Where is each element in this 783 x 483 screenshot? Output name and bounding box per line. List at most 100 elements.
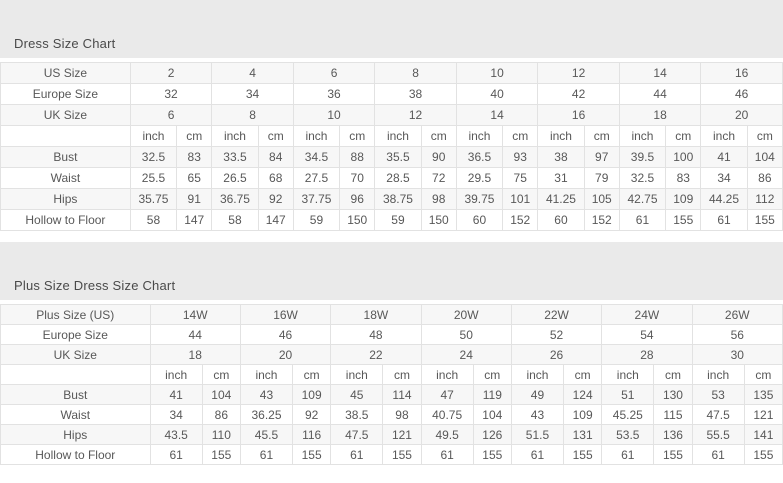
unit-cell: cm bbox=[257, 125, 294, 147]
row-label: Plus Size (US) bbox=[0, 304, 151, 325]
plus-size-chart-header: Plus Size Dress Size Chart bbox=[0, 242, 783, 300]
measurement-cell: 61 bbox=[510, 444, 565, 465]
measurement-cell: 38.5 bbox=[330, 404, 384, 425]
measurement-cell: 26.5 bbox=[211, 167, 259, 189]
size-cell: 54 bbox=[601, 324, 693, 345]
size-cell: 8 bbox=[211, 104, 294, 126]
measurement-cell: 152 bbox=[502, 209, 539, 231]
unit-cell: cm bbox=[382, 364, 422, 385]
size-cell: 16 bbox=[700, 62, 783, 84]
size-cell: 28 bbox=[601, 344, 693, 365]
table-row: Bust 32.5 83 33.5 84 34.5 88 35.5 90 36.5 93 38 97 39… bbox=[0, 146, 783, 168]
unit-cell: inch bbox=[618, 125, 667, 147]
measurement-cell: 100 bbox=[665, 146, 702, 168]
table-row: Hollow to Floor 61 155 61 155 61 155 61 155 61 155… bbox=[0, 444, 783, 465]
unit-cell: inch bbox=[420, 364, 474, 385]
measurement-cell: 47 bbox=[420, 384, 474, 405]
unit-cell: cm bbox=[339, 125, 376, 147]
measurement-cell: 72 bbox=[420, 167, 457, 189]
unit-cell: cm bbox=[583, 125, 620, 147]
table-row: US Size 2 4 6 8 10 12 14 16 bbox=[0, 62, 783, 84]
measurement-cell: 98 bbox=[382, 404, 422, 425]
measurement-cell: 104 bbox=[201, 384, 241, 405]
measurement-cell: 147 bbox=[176, 209, 213, 231]
measurement-cell: 37.75 bbox=[292, 188, 341, 210]
measurement-cell: 60 bbox=[537, 209, 585, 231]
measurement-cell: 61 bbox=[700, 209, 748, 231]
measurement-cell: 150 bbox=[339, 209, 376, 231]
measurement-cell: 155 bbox=[563, 444, 603, 465]
measurement-cell: 121 bbox=[743, 404, 783, 425]
unit-cell: cm bbox=[653, 364, 693, 385]
measurement-cell: 53 bbox=[691, 384, 745, 405]
row-label: Hollow to Floor bbox=[0, 444, 151, 465]
table-row: UK Size 6 8 10 12 14 16 18 20 bbox=[0, 104, 783, 126]
measurement-cell: 45.5 bbox=[239, 424, 294, 445]
measurement-cell: 41 bbox=[149, 384, 203, 405]
measurement-cell: 47.5 bbox=[330, 424, 384, 445]
measurement-cell: 61 bbox=[691, 444, 745, 465]
measurement-cell: 34 bbox=[700, 167, 748, 189]
unit-cell: cm bbox=[665, 125, 702, 147]
unit-cell: inch bbox=[700, 125, 748, 147]
measurement-cell: 61 bbox=[618, 209, 667, 231]
measurement-cell: 86 bbox=[746, 167, 783, 189]
measurement-cell: 39.75 bbox=[455, 188, 504, 210]
unit-cell: cm bbox=[746, 125, 783, 147]
measurement-cell: 83 bbox=[665, 167, 702, 189]
measurement-cell: 150 bbox=[420, 209, 457, 231]
plus-size-chart-title: Plus Size Dress Size Chart bbox=[14, 278, 176, 293]
row-label bbox=[0, 364, 151, 385]
row-label: Hollow to Floor bbox=[0, 209, 131, 231]
unit-cell: inch bbox=[691, 364, 745, 385]
measurement-cell: 36.25 bbox=[239, 404, 294, 425]
unit-cell: inch bbox=[292, 125, 341, 147]
row-label: US Size bbox=[0, 62, 131, 84]
size-cell: 26W bbox=[691, 304, 783, 325]
measurement-cell: 116 bbox=[292, 424, 332, 445]
row-label: UK Size bbox=[0, 344, 151, 365]
measurement-cell: 32.5 bbox=[129, 146, 178, 168]
table-row: Europe Size 32 34 36 38 40 42 44 46 bbox=[0, 83, 783, 105]
unit-cell: inch bbox=[537, 125, 585, 147]
measurement-cell: 35.5 bbox=[374, 146, 422, 168]
measurement-cell: 152 bbox=[583, 209, 620, 231]
table-row: Waist 25.5 65 26.5 68 27.5 70 28.5 72 29.5 75 31 79 3… bbox=[0, 167, 783, 189]
measurement-cell: 39.5 bbox=[618, 146, 667, 168]
row-label: UK Size bbox=[0, 104, 131, 126]
measurement-cell: 59 bbox=[374, 209, 422, 231]
measurement-cell: 42.75 bbox=[618, 188, 667, 210]
measurement-cell: 109 bbox=[665, 188, 702, 210]
table-row: Bust 41 104 43 109 45 114 47 119 49 124 51 130 53 135 bbox=[0, 384, 783, 405]
size-cell: 18 bbox=[618, 104, 702, 126]
row-label: Hips bbox=[0, 188, 131, 210]
unit-cell: cm bbox=[472, 364, 512, 385]
measurement-cell: 47.5 bbox=[691, 404, 745, 425]
measurement-cell: 110 bbox=[201, 424, 241, 445]
row-label: Waist bbox=[0, 404, 151, 425]
unit-cell: cm bbox=[743, 364, 783, 385]
measurement-cell: 83 bbox=[176, 146, 213, 168]
size-cell: 18W bbox=[330, 304, 422, 325]
row-label: Hips bbox=[0, 424, 151, 445]
measurement-cell: 61 bbox=[330, 444, 384, 465]
measurement-cell: 98 bbox=[420, 188, 457, 210]
size-cell: 32 bbox=[129, 83, 213, 105]
measurement-cell: 34.5 bbox=[292, 146, 341, 168]
measurement-cell: 34 bbox=[149, 404, 203, 425]
measurement-cell: 68 bbox=[257, 167, 294, 189]
row-label: Waist bbox=[0, 167, 131, 189]
dress-size-chart-header: Dress Size Chart bbox=[0, 0, 783, 58]
measurement-cell: 88 bbox=[339, 146, 376, 168]
size-cell: 18 bbox=[149, 344, 241, 365]
unit-cell: inch bbox=[149, 364, 203, 385]
size-cell: 20 bbox=[700, 104, 783, 126]
measurement-cell: 91 bbox=[176, 188, 213, 210]
table-row: Hips 43.5 110 45.5 116 47.5 121 49.5 126 51.5 131 5… bbox=[0, 424, 783, 445]
measurement-cell: 141 bbox=[743, 424, 783, 445]
size-cell: 20W bbox=[420, 304, 512, 325]
measurement-cell: 86 bbox=[201, 404, 241, 425]
measurement-cell: 38 bbox=[537, 146, 585, 168]
unit-row: inch cm inch cm inch cm inch cm inch cm inch cm inch… bbox=[0, 125, 783, 147]
unit-row: inch cm inch cm inch cm inch cm inch cm inch cm inch… bbox=[0, 364, 783, 385]
